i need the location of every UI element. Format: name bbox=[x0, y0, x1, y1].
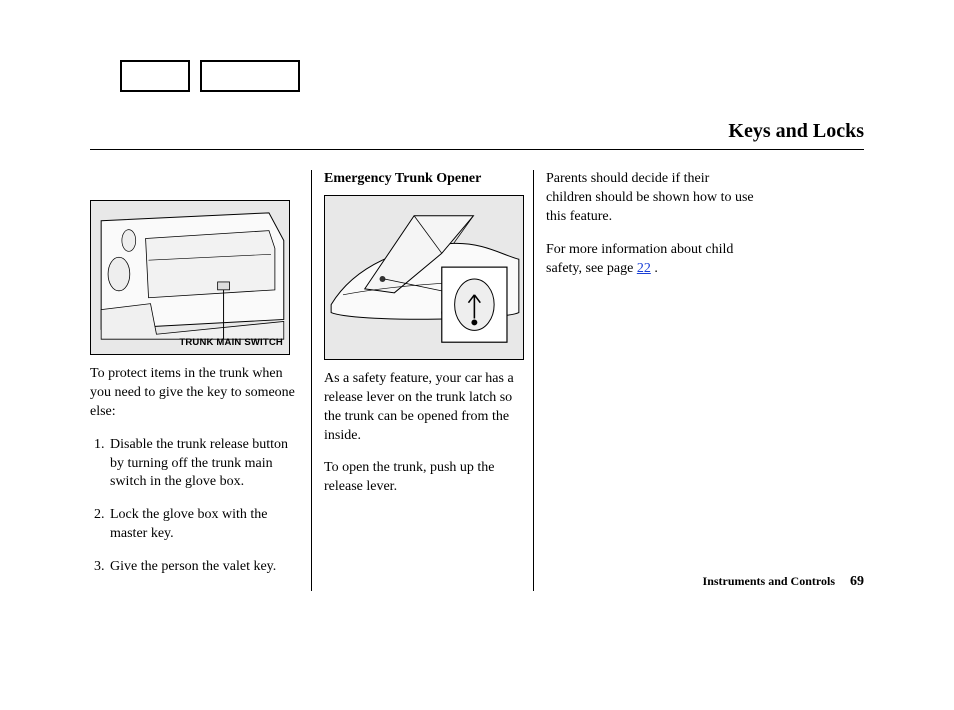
title-rule: Keys and Locks bbox=[90, 120, 864, 150]
col2-heading: Emergency Trunk Opener bbox=[324, 170, 521, 189]
column-3: Parents should decide if their children … bbox=[534, 170, 756, 591]
step-item: Lock the glove box with the master key. bbox=[108, 506, 299, 544]
header-slot-boxes bbox=[120, 60, 864, 92]
column-2: Emergency Trunk Opener bbox=[312, 170, 534, 591]
col2-p2: To open the trunk, push up the release l… bbox=[324, 459, 521, 497]
step-item: Disable the trunk release button by turn… bbox=[108, 436, 299, 493]
header-box-small bbox=[120, 60, 190, 92]
footer-section: Instruments and Controls bbox=[703, 574, 835, 588]
col3-p1: Parents should decide if their children … bbox=[546, 170, 756, 227]
header-box-large bbox=[200, 60, 300, 92]
figure-emergency-opener bbox=[324, 195, 524, 360]
page-title: Keys and Locks bbox=[90, 120, 864, 143]
col2-p1: As a safety feature, your car has a rele… bbox=[324, 370, 521, 446]
footer-page-number: 69 bbox=[850, 574, 864, 589]
col3-p2-post: . bbox=[651, 261, 658, 276]
figure-caption: TRUNK MAIN SWITCH bbox=[179, 337, 283, 350]
glovebox-illustration bbox=[91, 201, 289, 354]
page-footer: Instruments and Controls 69 bbox=[703, 574, 864, 590]
col1-steps-list: Disable the trunk release button by turn… bbox=[90, 436, 299, 577]
step-item: Give the person the valet key. bbox=[108, 558, 299, 577]
column-1: TRUNK MAIN SWITCH To protect items in th… bbox=[90, 170, 312, 591]
col3-p2: For more information about child safety,… bbox=[546, 241, 756, 279]
car-trunk-illustration bbox=[325, 196, 523, 359]
manual-page: Keys and Locks TRUNK MAIN SW bbox=[0, 0, 954, 710]
figure-trunk-main-switch: TRUNK MAIN SWITCH bbox=[90, 200, 290, 355]
col1-intro: To protect items in the trunk when you n… bbox=[90, 365, 299, 422]
content-columns: TRUNK MAIN SWITCH To protect items in th… bbox=[90, 170, 864, 591]
page-link-22[interactable]: 22 bbox=[637, 261, 651, 276]
